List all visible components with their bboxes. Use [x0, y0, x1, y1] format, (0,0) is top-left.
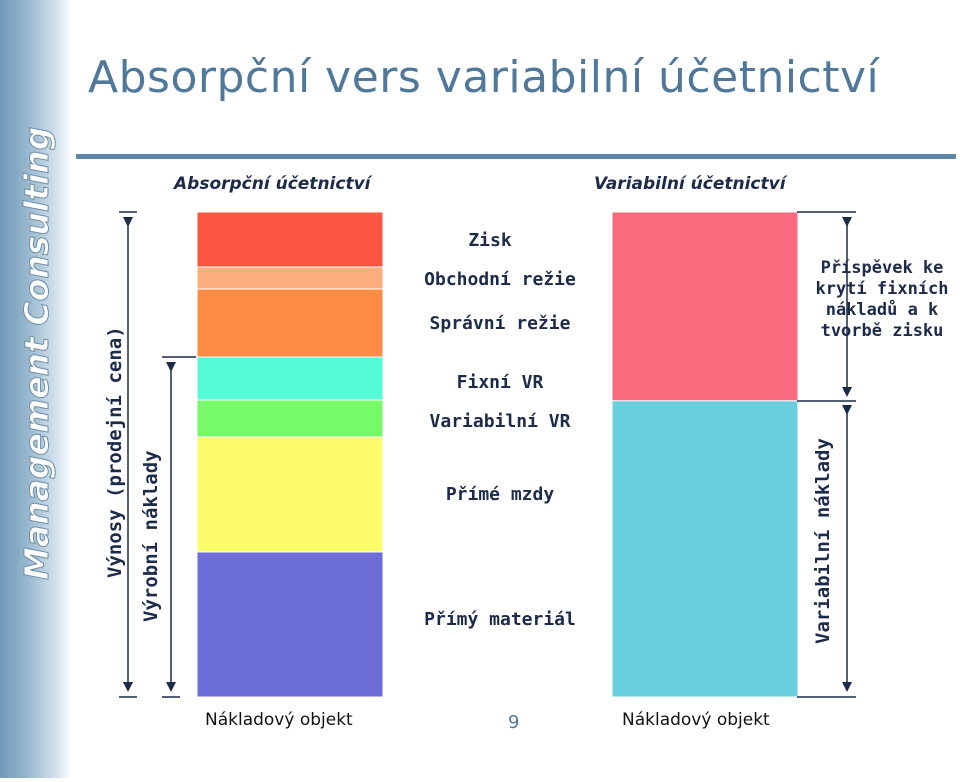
label-spravni-rezie: Správní režie — [429, 313, 571, 334]
variable-segment-0 — [611, 211, 799, 402]
header-variable: Variabilní účetnictví — [594, 174, 786, 194]
label-obchodni-rezie: Obchodní režie — [424, 269, 576, 290]
absorption-segment-2 — [196, 288, 384, 358]
variable-segment-1 — [611, 400, 799, 698]
absorption-segment-3 — [196, 356, 384, 401]
absorption-segment-1 — [196, 266, 384, 290]
label-variabilni-vr: Variabilní VR — [429, 411, 571, 432]
page-title: Absorpční vers variabilní účetnictví — [88, 52, 880, 103]
logo-text: Management Consulting — [17, 127, 56, 580]
title-rule — [76, 154, 956, 159]
label-revenue: Výnosy (prodejní cena) — [104, 326, 126, 578]
label-contribution: Příspěvek ke krytí fixních nákladů a k t… — [815, 258, 949, 341]
header-absorption: Absorpční účetnictví — [174, 174, 371, 194]
label-primy-material: Přímý materiál — [424, 609, 576, 630]
management-consulting-logo: Management Consulting — [0, 0, 72, 778]
label-production-costs: Výrobní náklady — [140, 450, 162, 622]
absorption-segment-0 — [196, 211, 384, 268]
absorption-segment-5 — [196, 436, 384, 553]
label-zisk: Zisk — [468, 230, 512, 251]
page-number: 9 — [508, 712, 520, 733]
absorption-segment-6 — [196, 551, 384, 698]
absorption-segment-4 — [196, 399, 384, 438]
label-fixni-vr: Fixní VR — [456, 372, 544, 393]
footer-right-object: Nákladový objekt — [622, 710, 770, 730]
label-variable-costs: Variabilní náklady — [812, 438, 834, 644]
label-prime-mzdy: Přímé mzdy — [445, 484, 555, 505]
footer-left-object: Nákladový objekt — [205, 710, 353, 730]
decorative-side-band — [0, 0, 72, 778]
